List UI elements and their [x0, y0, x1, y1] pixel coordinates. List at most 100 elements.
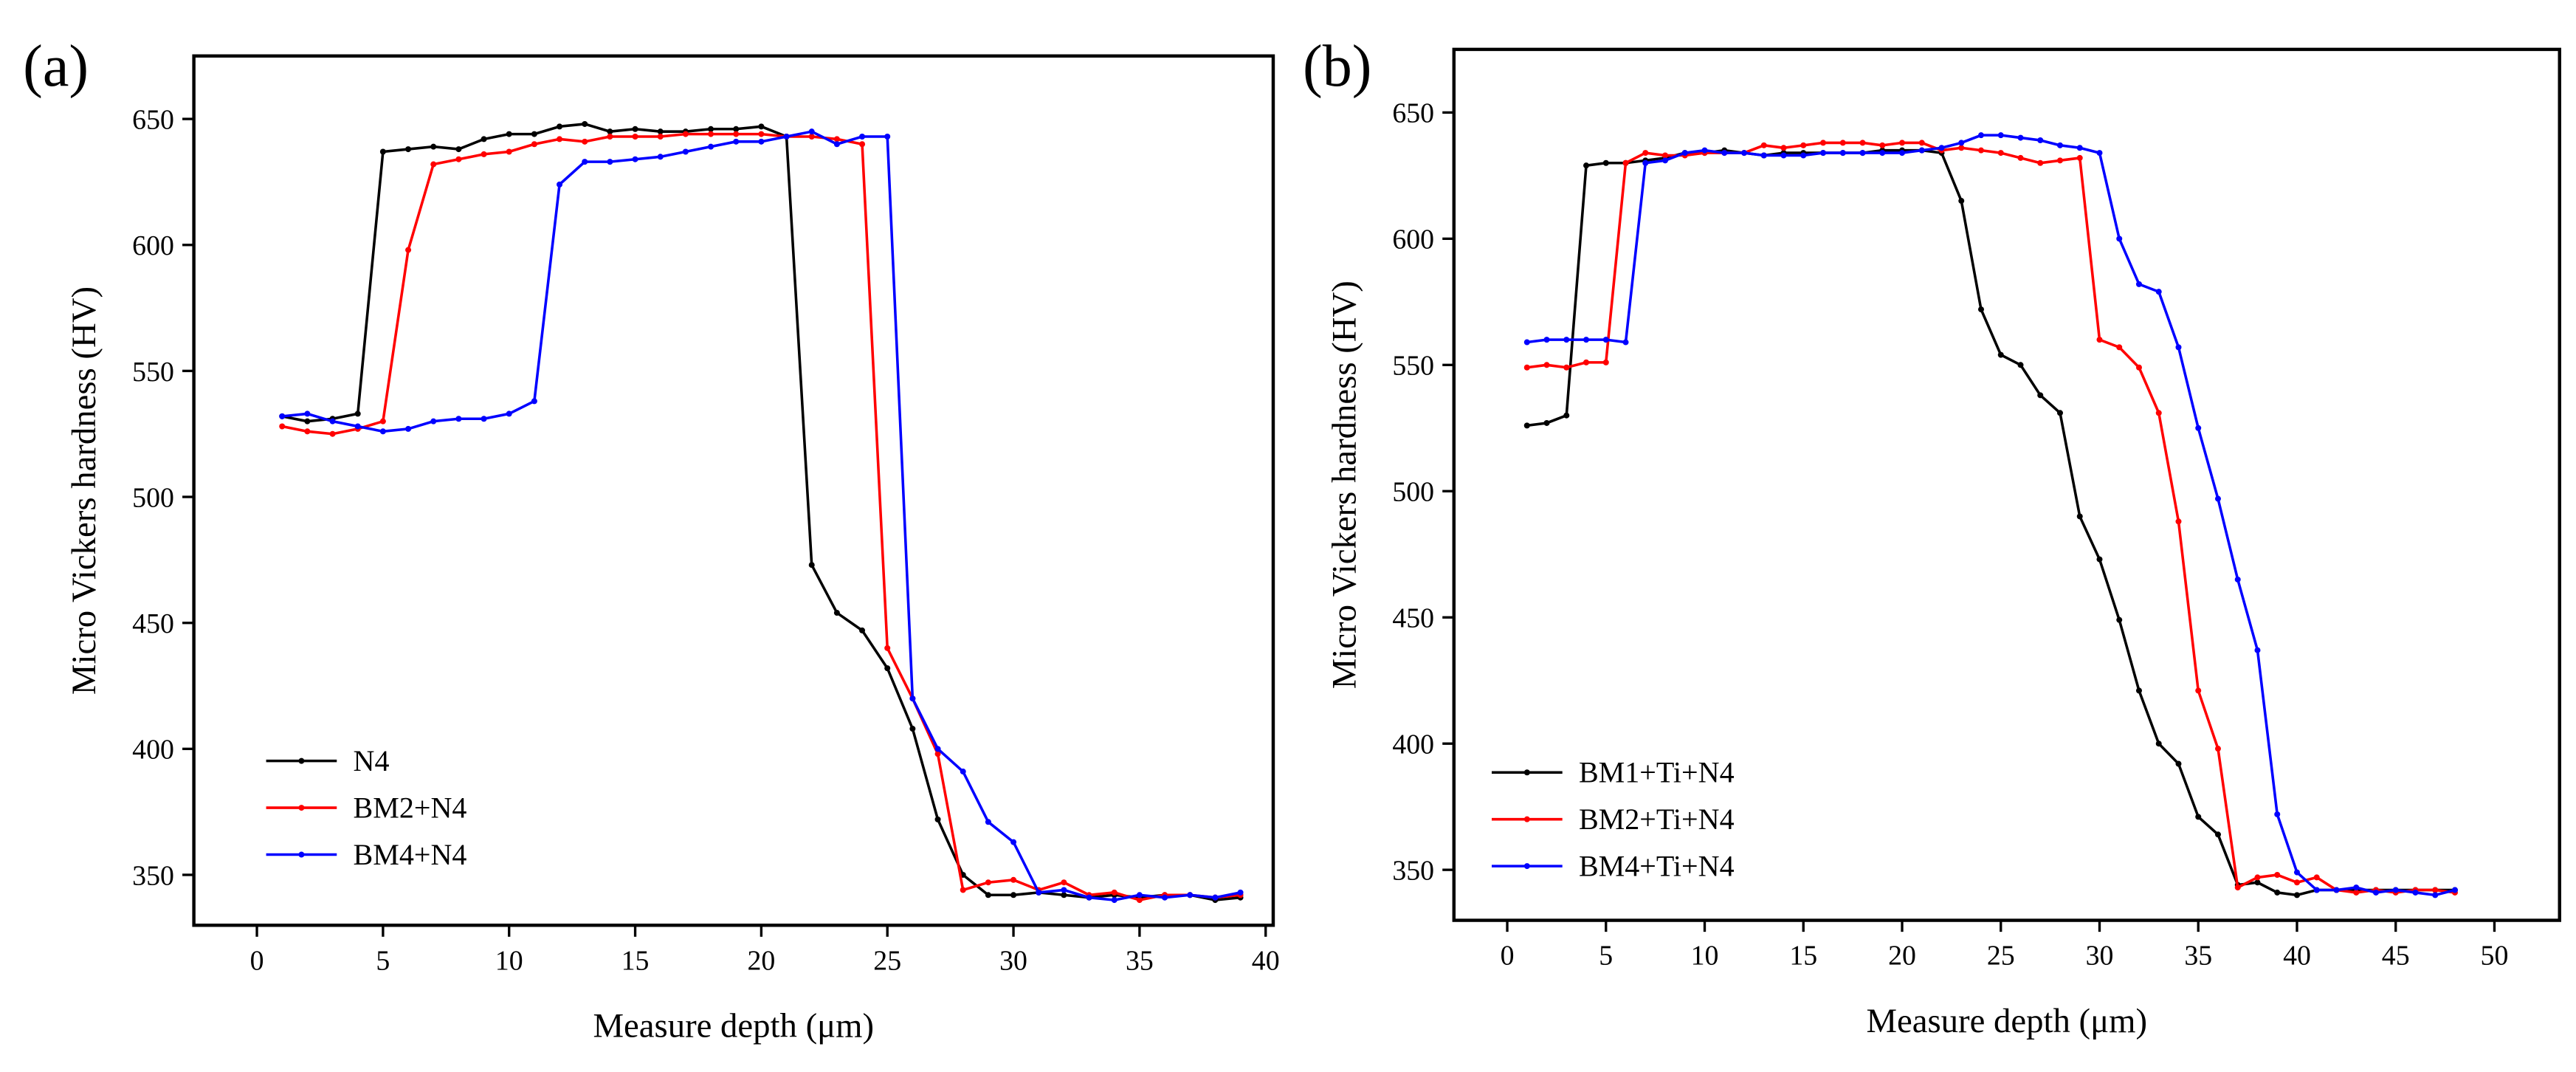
- data-point: [2372, 889, 2379, 896]
- data-point: [1010, 876, 1017, 883]
- legend-label: BM1+Ti+N4: [1579, 756, 1735, 789]
- data-point: [934, 816, 941, 822]
- data-point: [1136, 897, 1143, 904]
- data-point: [708, 126, 714, 132]
- legend-label: N4: [354, 744, 390, 777]
- data-point: [2056, 142, 2064, 148]
- data-point: [1543, 337, 1550, 343]
- data-point: [455, 416, 462, 422]
- data-point: [884, 645, 891, 651]
- data-point: [2392, 887, 2399, 893]
- data-point: [1997, 132, 2004, 139]
- data-point: [2195, 687, 2202, 694]
- data-point: [1977, 132, 1985, 139]
- data-point: [1820, 140, 1827, 146]
- x-tick-label: 25: [873, 945, 901, 976]
- data-point: [2175, 760, 2182, 767]
- data-point: [1061, 892, 1067, 899]
- data-point: [1523, 422, 1530, 429]
- data-point: [909, 726, 916, 732]
- data-point: [1820, 150, 1827, 157]
- data-point: [1958, 198, 1965, 205]
- legend-marker: [1523, 863, 1530, 870]
- data-point: [2254, 647, 2261, 653]
- data-point: [833, 141, 840, 148]
- data-point: [1780, 145, 1787, 151]
- data-point: [1958, 140, 1965, 146]
- data-point: [455, 156, 462, 162]
- data-point: [430, 143, 437, 150]
- data-point: [557, 181, 563, 188]
- data-point: [960, 769, 966, 775]
- data-point: [2076, 154, 2083, 161]
- data-point: [682, 148, 689, 155]
- data-point: [1800, 142, 1807, 148]
- data-point: [379, 148, 386, 155]
- data-point: [2116, 236, 2123, 242]
- data-point: [2293, 869, 2300, 876]
- data-point: [859, 134, 866, 140]
- data-point: [2076, 145, 2083, 151]
- x-tick-label: 20: [1888, 941, 1916, 972]
- data-point: [1563, 364, 1570, 371]
- data-point: [2155, 410, 2162, 416]
- data-point: [1977, 147, 1985, 154]
- data-point: [833, 136, 840, 142]
- data-point: [531, 131, 537, 137]
- data-point: [2116, 344, 2123, 351]
- data-point: [985, 879, 991, 886]
- data-point: [2353, 889, 2360, 896]
- data-point: [379, 418, 386, 425]
- data-point: [2333, 887, 2340, 893]
- data-point: [1523, 339, 1530, 346]
- data-point: [2096, 556, 2103, 563]
- data-point: [2274, 872, 2281, 879]
- data-point: [582, 120, 588, 127]
- data-point: [808, 134, 815, 140]
- data-point: [607, 159, 613, 165]
- data-point: [1977, 306, 1985, 313]
- data-point: [657, 134, 664, 140]
- data-line: [281, 123, 1241, 901]
- data-point: [481, 151, 487, 157]
- data-point: [2175, 344, 2182, 351]
- data-point: [2293, 892, 2300, 899]
- data-point: [2313, 887, 2320, 893]
- data-point: [783, 134, 790, 140]
- data-point: [1563, 337, 1570, 343]
- data-point: [557, 123, 563, 130]
- data-point: [833, 610, 840, 616]
- data-point: [1136, 892, 1143, 899]
- data-point: [657, 128, 664, 135]
- data-point: [2254, 879, 2261, 886]
- data-point: [2135, 281, 2142, 287]
- x-tick-label: 0: [250, 945, 264, 976]
- data-point: [2037, 159, 2044, 166]
- data-point: [2451, 887, 2458, 893]
- y-tick-label: 600: [1392, 224, 1434, 255]
- x-tick-label: 15: [621, 945, 650, 976]
- x-tick-label: 40: [1252, 945, 1280, 976]
- data-point: [1780, 152, 1787, 159]
- legend-marker: [1523, 816, 1530, 822]
- y-tick-label: 550: [132, 357, 174, 388]
- data-point: [808, 562, 815, 568]
- data-point: [1543, 362, 1550, 368]
- data-point: [2214, 746, 2221, 752]
- data-point: [960, 887, 966, 893]
- data-point: [1721, 150, 1728, 157]
- legend-label: BM2+N4: [354, 791, 467, 824]
- data-point: [1061, 879, 1067, 886]
- data-point: [329, 430, 336, 437]
- data-point: [607, 134, 613, 140]
- data-point: [506, 410, 512, 417]
- data-line: [282, 130, 1241, 901]
- data-point: [2293, 879, 2300, 886]
- data-point: [1642, 150, 1649, 157]
- data-point: [455, 146, 462, 153]
- x-tick-label: 15: [1789, 941, 1817, 972]
- data-point: [859, 141, 866, 148]
- data-point: [1898, 140, 1906, 146]
- x-tick-label: 5: [376, 945, 390, 976]
